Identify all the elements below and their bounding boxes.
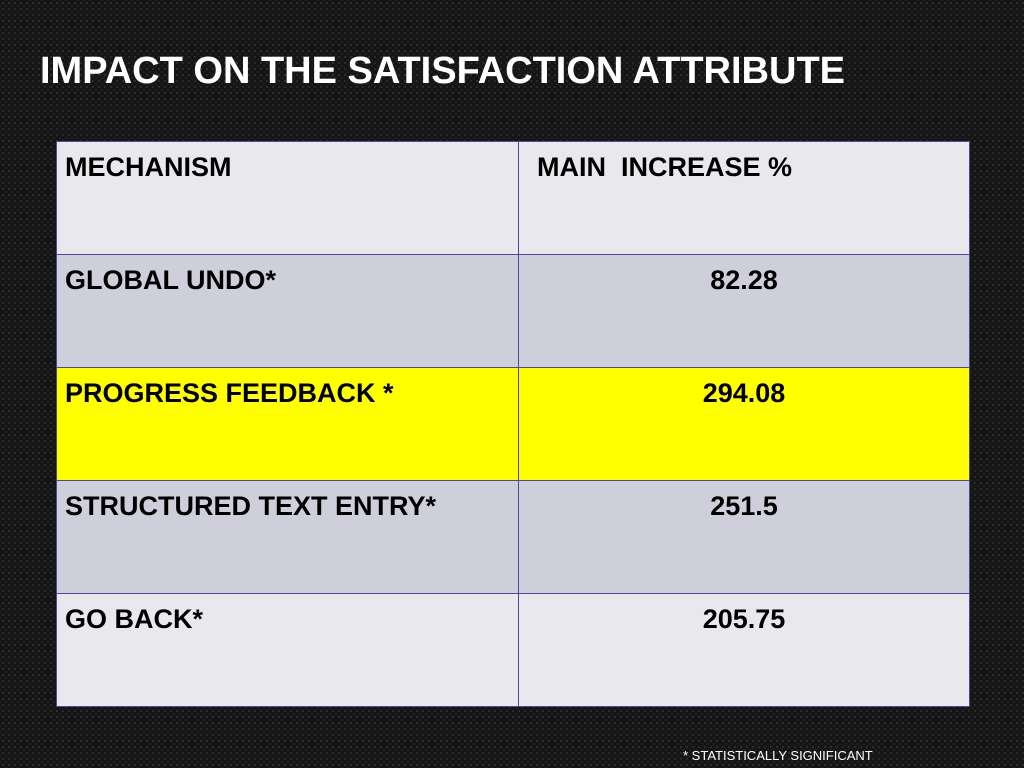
increase-cell: 82.28 xyxy=(518,254,970,368)
mechanism-cell: GLOBAL UNDO* xyxy=(56,254,519,368)
increase-cell: 205.75 xyxy=(518,593,970,707)
footnote: * STATISTICALLY SIGNIFICANT xyxy=(683,748,873,763)
slide-title: IMPACT ON THE SATISFACTION ATTRIBUTE xyxy=(40,50,845,92)
mechanism-cell: STRUCTURED TEXT ENTRY* xyxy=(56,480,519,594)
increase-cell: 294.08 xyxy=(518,367,970,481)
header-main-increase: MAIN INCREASE % xyxy=(518,141,970,255)
header-mechanism: MECHANISM xyxy=(56,141,519,255)
table-row: GO BACK* 205.75 xyxy=(56,593,970,707)
table-row-highlighted: PROGRESS FEEDBACK * 294.08 xyxy=(56,367,970,481)
table-row: STRUCTURED TEXT ENTRY* 251.5 xyxy=(56,480,970,594)
mechanism-cell: PROGRESS FEEDBACK * xyxy=(56,367,519,481)
increase-cell: 251.5 xyxy=(518,480,970,594)
results-table: MECHANISM MAIN INCREASE % GLOBAL UNDO* 8… xyxy=(56,141,970,707)
table-row: GLOBAL UNDO* 82.28 xyxy=(56,254,970,368)
table-header-row: MECHANISM MAIN INCREASE % xyxy=(56,141,970,255)
mechanism-cell: GO BACK* xyxy=(56,593,519,707)
